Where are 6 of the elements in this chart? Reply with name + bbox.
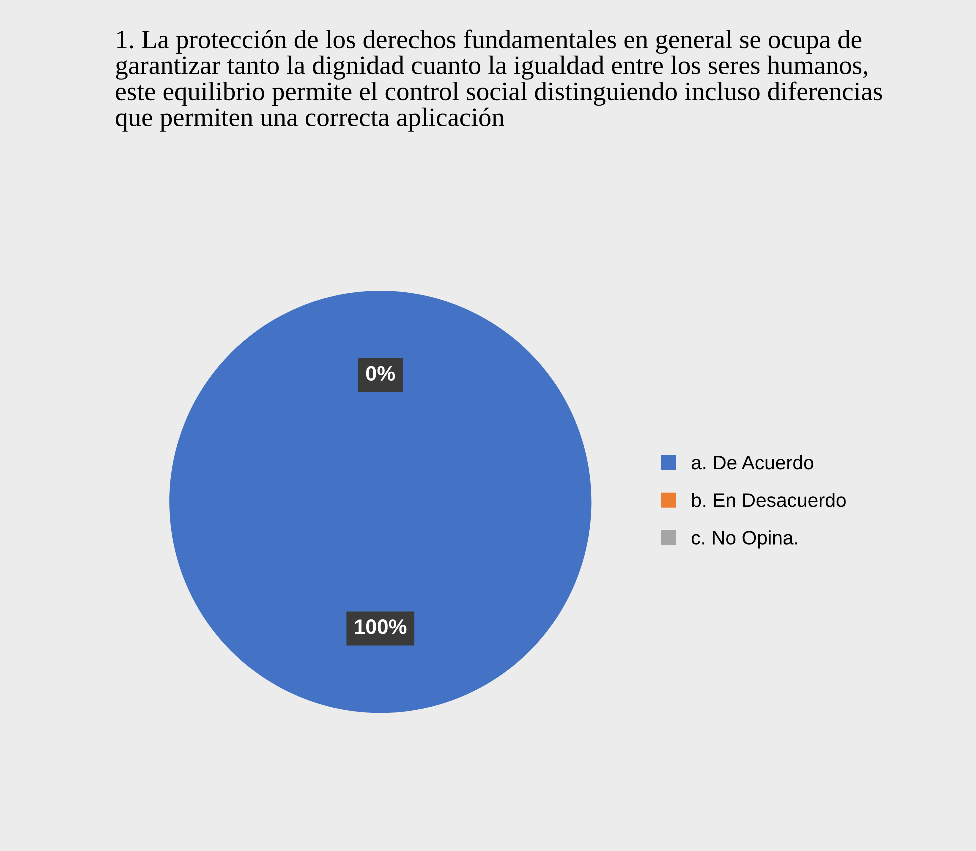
legend-label: b. En Desacuerdo xyxy=(692,493,846,508)
legend-label: c. No Opina. xyxy=(692,530,798,549)
data-label: 100% xyxy=(355,620,407,634)
text: 0% xyxy=(366,366,396,382)
chart-title: 1. La protección de los derechos fundamentales en general se ocupa de garantizar tanto la dignidad cuanto la igualdad entre los seres humanos, este equilibrio permite el control social distinguiendo incluso diferencias que permiten una correcta aplicación xyxy=(116,30,882,132)
legend-label: a. De Acuerdo xyxy=(692,455,814,470)
